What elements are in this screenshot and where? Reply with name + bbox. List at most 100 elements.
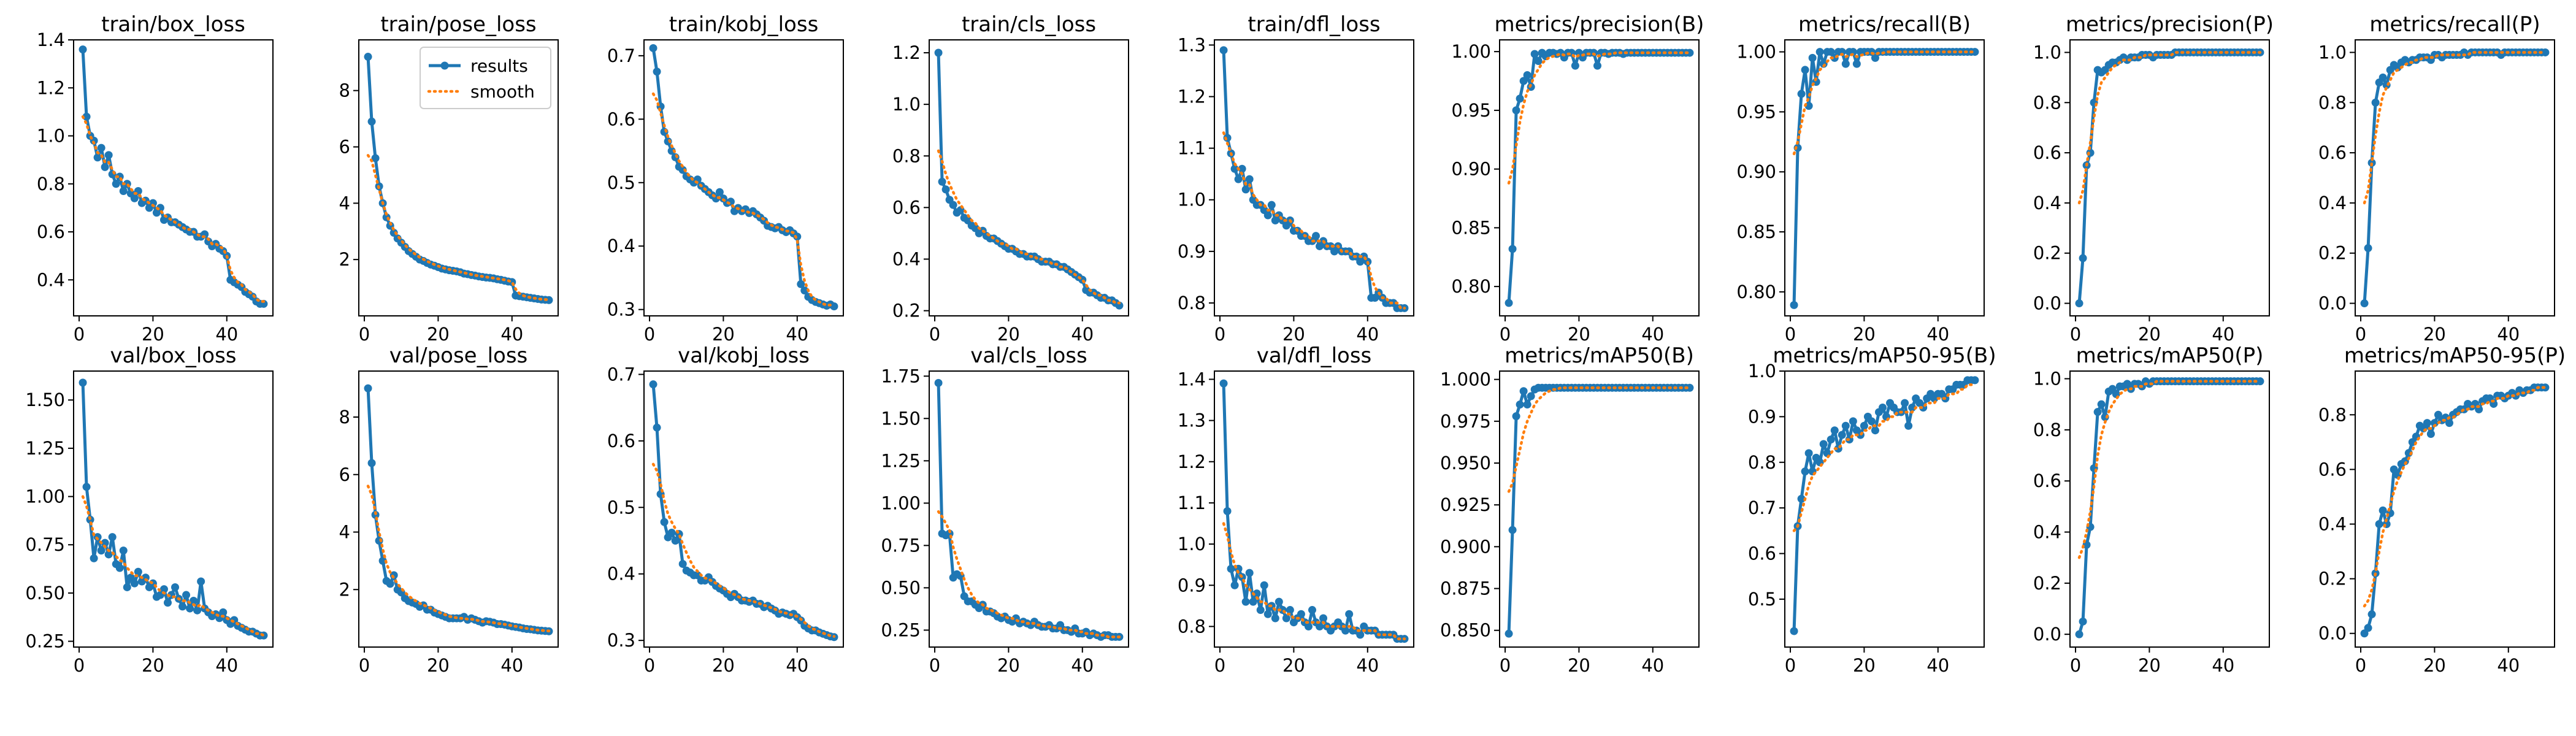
y-tick-label: 0.75 xyxy=(25,534,65,555)
y-tick-label: 0.95 xyxy=(1451,100,1491,121)
smooth-line xyxy=(2363,51,2547,205)
results-point xyxy=(649,44,657,52)
y-tick-label: 1.2 xyxy=(1178,451,1206,472)
y-tick-label: 0.6 xyxy=(607,109,635,129)
y-tick-label: 1.3 xyxy=(1178,410,1206,431)
results-point xyxy=(364,53,372,61)
results-point xyxy=(1512,412,1520,421)
x-tick-label: 0 xyxy=(2355,324,2366,345)
y-tick-label: 0.8 xyxy=(1178,616,1206,637)
results-point xyxy=(2075,630,2083,638)
results-line xyxy=(1792,50,1975,305)
x-tick-label: 40 xyxy=(786,655,808,676)
x-tick-label: 0 xyxy=(74,655,85,676)
results-point xyxy=(1297,610,1305,618)
results-point xyxy=(182,591,191,599)
axes-frame xyxy=(2069,39,2270,316)
y-tick-label: 1.000 xyxy=(1440,369,1491,390)
y-tick-label: 0.5 xyxy=(1748,589,1776,610)
results-point xyxy=(2426,429,2435,438)
results-point xyxy=(1867,417,1876,426)
x-tick-label: 0 xyxy=(1214,655,1225,676)
results-point xyxy=(197,577,205,586)
x-tick-label: 40 xyxy=(500,655,523,676)
results-point xyxy=(2541,48,2550,56)
results-point xyxy=(941,185,950,194)
results-point xyxy=(2379,73,2387,82)
panel-title: val/box_loss xyxy=(110,343,237,368)
plot-area xyxy=(934,378,1124,641)
x-tick-label: 20 xyxy=(2423,324,2446,345)
y-tick-label: 0.0 xyxy=(2033,293,2061,314)
results-point xyxy=(1971,48,1979,56)
y-tick-label: 1.00 xyxy=(881,493,921,513)
results-point xyxy=(1234,175,1243,183)
panel-title: train/dfl_loss xyxy=(1248,12,1380,37)
panel-title: val/dfl_loss xyxy=(1257,343,1372,368)
smooth-line xyxy=(651,92,836,307)
results-point xyxy=(101,539,109,547)
results-point xyxy=(1115,301,1124,310)
results-point xyxy=(1530,50,1539,58)
y-tick-label: 1.1 xyxy=(1178,493,1206,513)
results-point xyxy=(1790,627,1798,635)
x-tick-label: 40 xyxy=(1356,324,1379,345)
x-tick-label: 0 xyxy=(1214,324,1225,345)
x-tick-label: 40 xyxy=(215,324,238,345)
results-point xyxy=(1527,392,1535,401)
results-point xyxy=(1519,77,1528,85)
results-point xyxy=(830,302,838,310)
panel-title: metrics/mAP50(P) xyxy=(2076,343,2264,368)
panel-title: val/cls_loss xyxy=(970,343,1087,368)
results-point xyxy=(1841,421,1850,430)
plot-area xyxy=(364,384,553,635)
y-tick-label: 0.5 xyxy=(607,172,635,193)
results-point xyxy=(938,177,946,186)
panel-title: metrics/mAP50(B) xyxy=(1505,343,1694,368)
results-point xyxy=(800,286,809,295)
results-point xyxy=(1827,48,1835,56)
results-point xyxy=(367,459,376,467)
y-tick-label: 4 xyxy=(339,522,350,543)
y-tick-label: 0.6 xyxy=(2033,142,2061,163)
y-tick-label: 0.8 xyxy=(1748,452,1776,473)
y-tick-label: 0.850 xyxy=(1440,620,1491,641)
y-tick-label: 1.0 xyxy=(2033,42,2061,63)
y-tick-label: 0.4 xyxy=(2033,193,2061,213)
y-tick-label: 1.25 xyxy=(881,450,921,471)
results-point xyxy=(1904,421,1913,430)
results-point xyxy=(1841,59,1850,68)
x-tick-label: 20 xyxy=(997,655,1020,676)
panel-title: metrics/recall(P) xyxy=(2369,12,2540,37)
y-tick-label: 0.8 xyxy=(892,145,921,166)
results-point xyxy=(82,112,91,121)
x-tick-label: 40 xyxy=(2212,655,2234,676)
results-point xyxy=(1345,610,1354,618)
results-point xyxy=(1871,426,1879,435)
chart-panel: train/dfl_loss 0 20 40 0.8 0.9 1.0 1.1 1.2 1.3 xyxy=(1178,12,1414,345)
results-point xyxy=(1267,201,1276,209)
x-tick-label: 0 xyxy=(359,655,370,676)
x-tick-label: 20 xyxy=(427,655,450,676)
y-tick-label: 2 xyxy=(339,249,350,270)
y-tick-label: 1.75 xyxy=(881,366,921,386)
results-point xyxy=(163,599,172,607)
results-point xyxy=(1797,90,1806,98)
y-tick-label: 6 xyxy=(339,464,350,485)
results-point xyxy=(364,384,372,393)
y-tick-label: 0.4 xyxy=(37,269,65,290)
y-tick-label: 0.9 xyxy=(1178,241,1206,262)
y-tick-label: 0.7 xyxy=(1748,497,1776,518)
x-tick-label: 20 xyxy=(1853,655,1876,676)
y-tick-label: 0.7 xyxy=(607,364,635,385)
results-line xyxy=(2077,50,2260,304)
x-tick-label: 40 xyxy=(1926,324,1949,345)
x-tick-label: 0 xyxy=(2070,324,2081,345)
y-tick-label: 1.3 xyxy=(1178,34,1206,55)
y-tick-label: 0.2 xyxy=(2318,243,2347,264)
results-point xyxy=(1685,383,1694,392)
results-point xyxy=(367,117,376,126)
smooth-line xyxy=(81,495,266,637)
y-tick-label: 1.1 xyxy=(1178,138,1206,159)
